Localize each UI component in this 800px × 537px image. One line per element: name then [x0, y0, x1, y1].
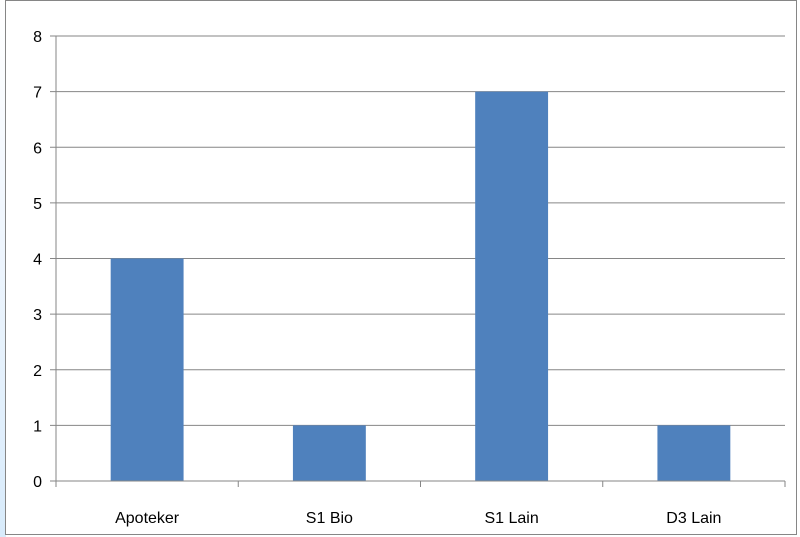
bar-s1-lain: [475, 91, 549, 481]
y-tick-label: 0: [33, 474, 42, 491]
left-accent-strip: [0, 0, 6, 537]
y-tick-label: 7: [33, 85, 42, 102]
bars: [110, 91, 731, 481]
bar-apoteker: [110, 258, 184, 481]
x-category-label: D3 Lain: [666, 510, 721, 527]
x-category-label: Apoteker: [115, 510, 180, 527]
axes: [50, 35, 786, 487]
y-tick-label: 2: [33, 363, 42, 380]
x-category-label: S1 Lain: [484, 510, 538, 527]
bar-d3-lain: [657, 425, 731, 481]
y-tick-label: 6: [33, 140, 42, 157]
x-category-label: S1 Bio: [306, 510, 353, 527]
bar-s1-bio: [292, 425, 366, 481]
y-tick-labels: 0 1 2 3 4 5 6 7 8: [33, 29, 42, 491]
y-tick-label: 8: [33, 29, 42, 46]
y-tick-label: 4: [33, 252, 42, 269]
y-tick-label: 1: [33, 418, 42, 435]
x-category-labels: Apoteker S1 Bio S1 Lain D3 Lain: [115, 510, 721, 527]
y-tick-label: 3: [33, 307, 42, 324]
y-tick-label: 5: [33, 196, 42, 213]
